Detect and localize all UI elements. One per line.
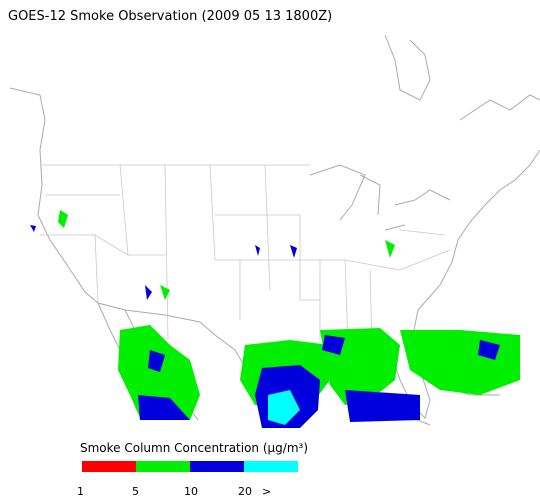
- colorbar-label: 20: [238, 485, 252, 498]
- smoke-plume: [320, 328, 520, 405]
- colorbar-label: 10: [184, 485, 198, 498]
- smoke-plume: [268, 390, 300, 425]
- smoke-plume: [58, 210, 395, 300]
- colorbar-label: 1: [77, 485, 84, 498]
- colorbar-segment: [244, 461, 298, 472]
- legend-title: Smoke Column Concentration (μg/m³): [80, 441, 308, 455]
- coastline: [309, 164, 451, 231]
- state-lines: [40, 164, 451, 346]
- colorbar-label: >: [262, 485, 271, 498]
- map-title: GOES-12 Smoke Observation (2009 05 13 18…: [8, 9, 332, 24]
- colorbar-segment: [82, 461, 136, 472]
- legend: 1 5 10 20 >: [77, 461, 298, 498]
- colorbar-label: 5: [132, 485, 139, 498]
- smoke-plume: [138, 350, 190, 420]
- colorbar-segment: [136, 461, 190, 472]
- smoke-plume: [322, 335, 500, 422]
- coastline: [384, 34, 540, 121]
- colorbar-segment: [190, 461, 244, 472]
- smoke-plumes: [30, 210, 520, 428]
